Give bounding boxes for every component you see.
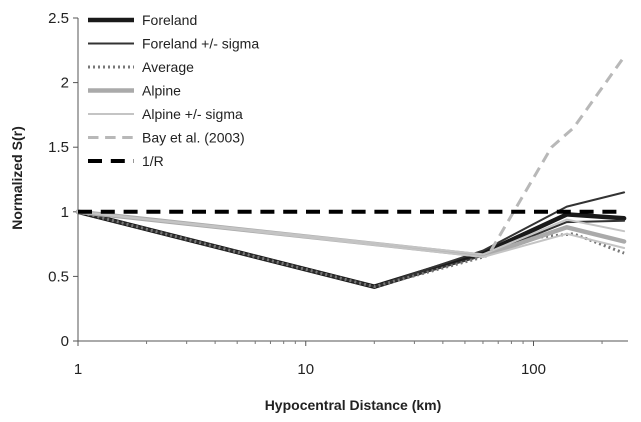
y-tick-label: 1.5 — [48, 139, 69, 156]
series-line — [75, 209, 627, 289]
series-line — [489, 55, 626, 252]
legend-label: Alpine +/- sigma — [142, 106, 243, 122]
x-tick-label: 10 — [297, 361, 314, 378]
legend-label: Average — [142, 59, 194, 75]
legend-label: Foreland +/- sigma — [142, 36, 259, 52]
y-ticks: 0 0.5 1 1.5 2 2.5 — [48, 10, 78, 350]
x-ticks: 1 10 100 — [74, 341, 603, 378]
legend-label: 1/R — [142, 153, 164, 169]
x-tick-label: 100 — [521, 361, 546, 378]
legend-label: Bay et al. (2003) — [142, 130, 245, 146]
series-line — [77, 210, 626, 288]
legend: Foreland Foreland +/- sigma Average Alpine A… — [88, 12, 259, 169]
axes — [77, 18, 628, 342]
legend-label: Foreland — [142, 12, 197, 28]
y-tick-label: 0 — [61, 333, 69, 350]
series-line — [77, 210, 625, 289]
y-tick-label: 2.5 — [48, 10, 69, 27]
y-tick-label: 0.5 — [48, 268, 69, 285]
x-axis-title: Hypocentral Distance (km) — [265, 397, 442, 413]
x-tick-label: 1 — [74, 361, 82, 378]
series-group — [75, 55, 627, 289]
y-tick-label: 1 — [61, 204, 69, 221]
y-tick-label: 2 — [61, 75, 69, 92]
y-axis-title: Normalized S(r) — [9, 126, 25, 229]
series-line — [77, 210, 626, 258]
legend-label: Alpine — [142, 83, 181, 99]
series-line — [77, 210, 626, 256]
